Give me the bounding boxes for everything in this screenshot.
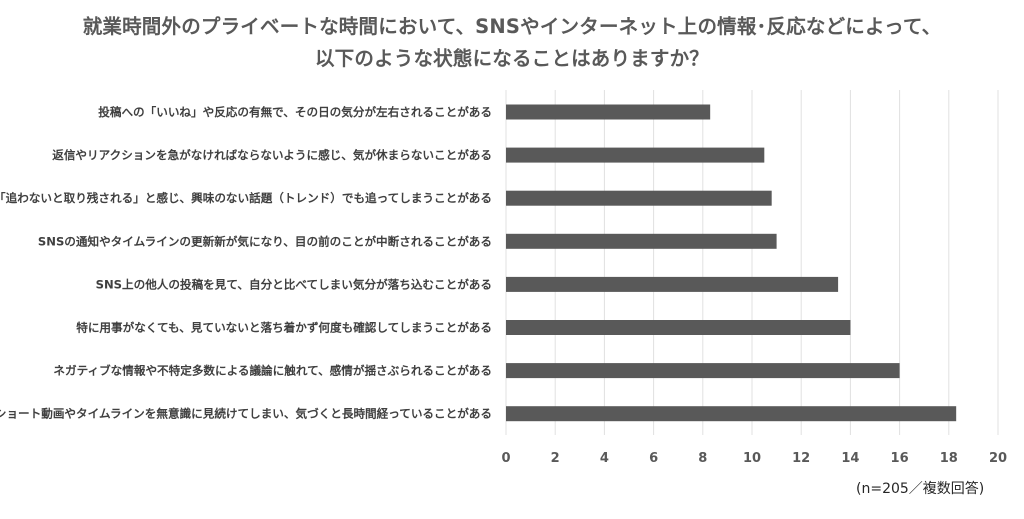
category-label-4: SNSの通知やタイムラインの更新新が気になり、目の前のことが中断されることがある — [38, 234, 492, 248]
bar-3 — [506, 190, 772, 206]
category-label-5: SNS上の他人の投稿を見て、自分と比べてしまい気分が落ち込むことがある — [96, 277, 492, 291]
category-label-1: 投稿への「いいね」や反応の有無で、その日の気分が左右されることがある — [98, 105, 492, 119]
x-tick-label-12: 12 — [792, 451, 810, 466]
x-tick-label-8: 8 — [698, 451, 707, 466]
category-label-2: 返信やリアクションを急がなければならないように感じ、気が休まらないことがある — [52, 148, 492, 162]
bar-7 — [506, 363, 900, 379]
chart-title-line-1: 就業時間外のプライベートな時間において、SNSやインターネット上の情報･反応など… — [82, 15, 942, 38]
bar-8 — [506, 406, 957, 422]
bar-5 — [506, 276, 839, 292]
bar-2 — [506, 147, 765, 163]
x-tick-label-20: 20 — [989, 451, 1007, 466]
bar-1 — [506, 104, 711, 120]
category-label-6: 特に用事がなくても、見ていないと落ち着かず何度も確認してしまうことがある — [76, 321, 492, 335]
bar-4 — [506, 233, 777, 249]
x-tick-label-10: 10 — [743, 451, 761, 466]
chart-title-line-2: 以下のような状態になることはありますか？ — [314, 47, 709, 70]
x-tick-label-16: 16 — [891, 451, 909, 466]
x-tick-label-4: 4 — [600, 451, 609, 466]
category-label-3: 「追わないと取り残される」と感じ、興味のない話題（トレンド）でも追ってしまうこと… — [0, 191, 492, 205]
x-tick-label-6: 6 — [649, 451, 658, 466]
x-tick-label-14: 14 — [841, 451, 859, 466]
bar-6 — [506, 320, 851, 335]
category-label-8: ショート動画やタイムラインを無意識に見続けてしまい、気づくと長時間経っていること… — [0, 407, 492, 421]
sample-note: (n=205／複数回答) — [856, 481, 985, 497]
x-tick-label-18: 18 — [940, 451, 958, 466]
x-tick-label-2: 2 — [551, 451, 560, 466]
x-tick-label-0: 0 — [501, 451, 510, 466]
category-label-7: ネガティブな情報や不特定多数による議論に触れて、感情が揺さぶられることがある — [53, 364, 492, 378]
